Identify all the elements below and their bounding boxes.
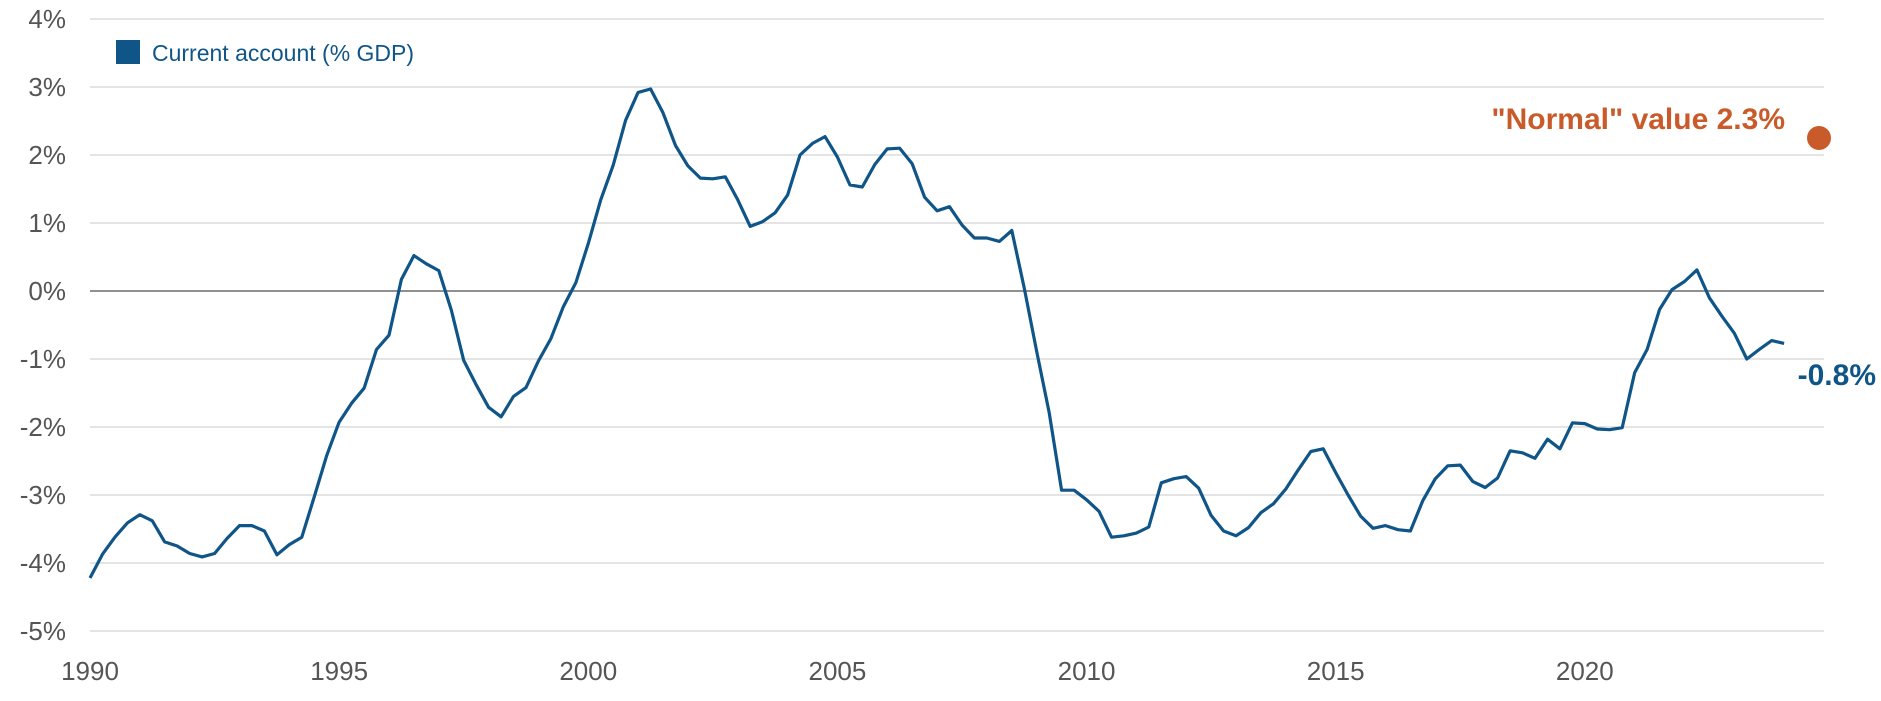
x-tick-label: 2000 bbox=[559, 656, 617, 686]
y-tick-label: -2% bbox=[20, 412, 66, 442]
legend-label: Current account (% GDP) bbox=[152, 40, 414, 66]
normal-value-marker bbox=[1807, 126, 1832, 150]
legend-swatch bbox=[116, 40, 140, 64]
y-tick-label: 2% bbox=[28, 140, 66, 170]
x-tick-label: 2020 bbox=[1556, 656, 1614, 686]
y-tick-label: 1% bbox=[28, 208, 66, 238]
y-axis-ticks: -5% -4% -3% -2% -1% 0% 1% 2% 3% 4% bbox=[20, 4, 66, 646]
series-line-current-account bbox=[88, 87, 1785, 579]
y-tick-label: -4% bbox=[20, 548, 66, 578]
x-tick-label: 2010 bbox=[1058, 656, 1116, 686]
x-tick-label: 2005 bbox=[808, 656, 866, 686]
last-value-label: -0.8% bbox=[1798, 359, 1876, 392]
x-tick-label: 1990 bbox=[61, 656, 119, 686]
gridlines bbox=[90, 18, 1824, 632]
y-tick-label: -1% bbox=[20, 344, 66, 374]
normal-value-label: "Normal" value 2.3% bbox=[1491, 103, 1785, 136]
legend: Current account (% GDP) bbox=[116, 40, 414, 66]
x-tick-label: 2015 bbox=[1307, 656, 1365, 686]
y-tick-label: 3% bbox=[28, 72, 66, 102]
y-tick-label: 0% bbox=[28, 276, 66, 306]
y-tick-label: -5% bbox=[20, 616, 66, 646]
x-tick-label: 1995 bbox=[310, 656, 368, 686]
y-tick-label: 4% bbox=[28, 4, 66, 34]
y-tick-label: -3% bbox=[20, 480, 66, 510]
x-axis-ticks: 1990 1995 2000 2005 2010 2015 2020 bbox=[61, 656, 1614, 686]
